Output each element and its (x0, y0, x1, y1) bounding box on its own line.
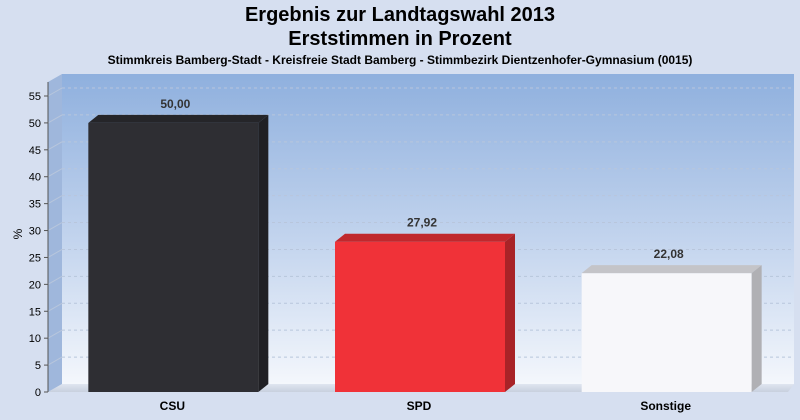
chart-subtitle: Erststimmen in Prozent (288, 28, 512, 50)
bar-side (751, 265, 762, 392)
chart-note: Stimmkreis Bamberg-Stadt - Kreisfreie St… (107, 53, 693, 67)
bar-top (581, 265, 762, 274)
y-tick-label: 5 (35, 360, 41, 372)
y-tick-label: 25 (29, 252, 41, 264)
gridline-side (47, 87, 63, 97)
y-tick-label: 10 (29, 333, 41, 345)
gridline-side (47, 222, 63, 231)
x-tick-label: Sonstige (640, 399, 691, 413)
y-tick-label: 0 (35, 387, 41, 399)
y-tick-label: 30 (29, 226, 41, 238)
y-tick-label: 50 (29, 118, 41, 130)
y-tick-label: 15 (29, 306, 41, 318)
gridline-side (47, 249, 63, 258)
y-axis-label: % (11, 228, 25, 239)
y-tick-label: 40 (29, 172, 41, 184)
data-label: 27,92 (407, 216, 437, 230)
bar-csu (88, 122, 259, 392)
bars (88, 114, 762, 392)
x-tick-label: CSU (160, 399, 185, 413)
gridline-side (47, 168, 63, 178)
y-tick-label: 20 (29, 279, 41, 291)
data-label: 50,00 (160, 97, 190, 111)
x-tick-label: SPD (407, 399, 432, 413)
bar-sonstige (581, 273, 752, 392)
gridline-side (47, 275, 63, 285)
y-tick-label: 35 (29, 199, 41, 211)
bar-top (335, 233, 515, 242)
data-label: 22,08 (654, 247, 684, 261)
gridline-side (47, 302, 63, 312)
gridline-side (47, 329, 63, 339)
chart-title: Ergebnis zur Landtagswahl 2013 (244, 4, 556, 26)
y-tick-label: 55 (29, 91, 41, 103)
left-wall (48, 74, 62, 392)
y-axis: 0 5 10 15 20 25 30 35 40 45 50 55 (29, 82, 49, 399)
gridline-side (47, 114, 63, 124)
gridline-side (47, 141, 63, 151)
gridline-side (47, 195, 63, 205)
bar-side (258, 114, 269, 392)
bar-spd (335, 241, 505, 392)
bar-top (88, 114, 269, 123)
bar-side (505, 233, 515, 392)
labels: 50,00 CSU 27,92 SPD 22,08 Sonstige (160, 97, 692, 413)
gridline-side (47, 356, 63, 366)
y-tick-label: 45 (29, 145, 41, 157)
